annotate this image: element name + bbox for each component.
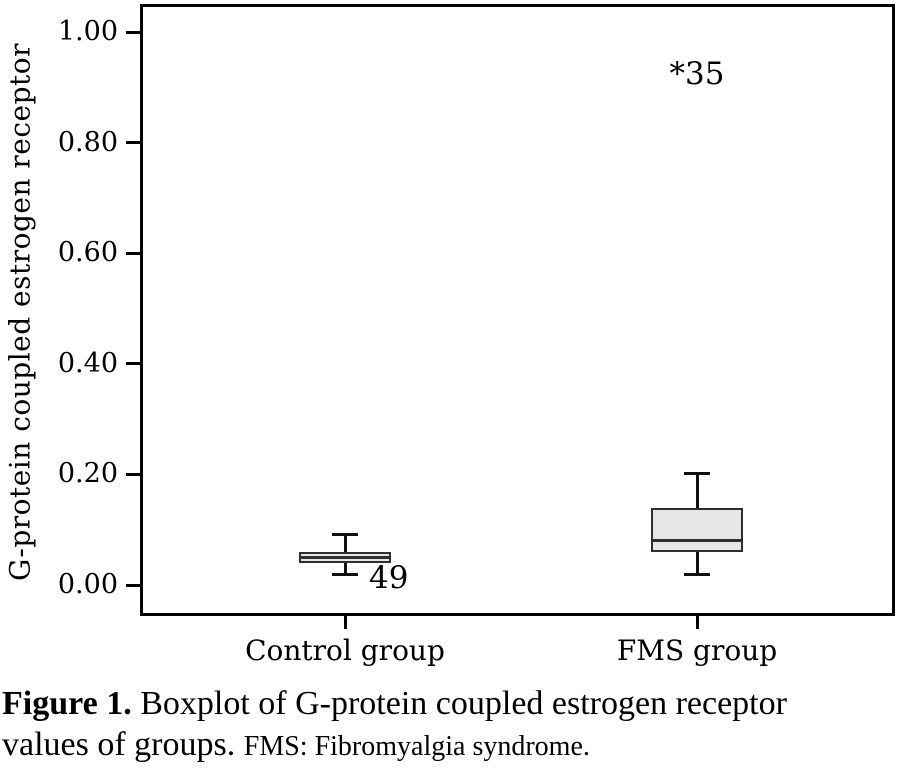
whisker-lower — [343, 562, 347, 574]
y-tick-mark — [126, 141, 140, 145]
caption-line-2: values of groups. FMS: Fibromyalgia synd… — [2, 724, 898, 767]
y-tick-mark — [126, 251, 140, 255]
y-tick-label: 0.40 — [57, 347, 118, 379]
y-tick-mark — [126, 472, 140, 476]
caption-line-1: Figure 1. Boxplot of G-protein coupled e… — [2, 683, 898, 724]
outlier-label: *35 — [669, 56, 725, 93]
caption-note: FMS: Fibromyalgia syndrome. — [243, 731, 590, 762]
x-category-label: FMS group — [616, 634, 778, 667]
whisker-upper — [343, 535, 347, 552]
y-tick-label: 0.60 — [57, 237, 118, 269]
x-tick-mark — [343, 616, 347, 629]
x-tick-mark — [695, 616, 699, 629]
whisker-cap-top — [684, 472, 710, 476]
caption-text-line2: values of groups. — [2, 726, 236, 763]
y-tick-mark — [126, 583, 140, 587]
whisker-cap-bottom — [684, 572, 710, 576]
whisker-lower — [695, 551, 699, 574]
y-axis-title: G-protein coupled estrogen receptor — [3, 42, 37, 582]
plot-frame — [140, 4, 895, 616]
y-tick-label: 0.20 — [57, 458, 118, 490]
y-tick-mark — [126, 30, 140, 34]
whisker-cap-bottom — [332, 572, 358, 576]
y-tick-label: 0.80 — [57, 126, 118, 158]
x-category-label: Control group — [245, 634, 445, 667]
outlier-label: 49 — [369, 559, 409, 596]
caption-figure-label: Figure 1. — [2, 685, 132, 722]
y-tick-label: 1.00 — [57, 16, 118, 47]
median-line — [299, 555, 391, 559]
y-tick-mark — [126, 362, 140, 366]
box — [651, 507, 743, 552]
whisker-cap-top — [332, 533, 358, 537]
figure-caption: Figure 1. Boxplot of G-protein coupled e… — [2, 683, 898, 767]
caption-text-line1: Boxplot of G-protein coupled estrogen re… — [140, 685, 787, 722]
y-tick-label: 0.00 — [57, 569, 118, 600]
median-line — [651, 539, 743, 543]
whisker-upper — [695, 474, 699, 508]
